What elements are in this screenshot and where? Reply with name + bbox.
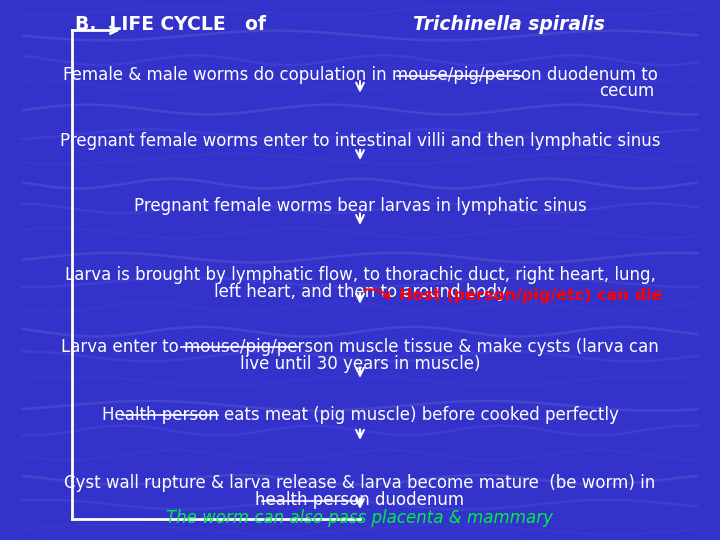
Text: left heart, and then to around body: left heart, and then to around body	[214, 283, 506, 301]
Text: live until 30 years in muscle): live until 30 years in muscle)	[240, 355, 480, 373]
Text: Trichinella spiralis: Trichinella spiralis	[413, 15, 605, 34]
Text: The worm can also pass placenta & mammary: The worm can also pass placenta & mammar…	[166, 509, 554, 526]
Text: health person duodenum: health person duodenum	[256, 491, 464, 509]
Text: Larva is brought by lymphatic flow, to thorachic duct, right heart, lung,: Larva is brought by lymphatic flow, to t…	[65, 266, 655, 284]
Text: Pregnant female worms bear larvas in lymphatic sinus: Pregnant female worms bear larvas in lym…	[134, 197, 586, 215]
Text: Larva enter to mouse/pig/person muscle tissue & make cysts (larva can: Larva enter to mouse/pig/person muscle t…	[61, 338, 659, 355]
Text: Host (person/pig/etc) can die: Host (person/pig/etc) can die	[400, 288, 663, 303]
Text: cecum: cecum	[600, 82, 654, 100]
Text: Pregnant female worms enter to intestinal villi and then lymphatic sinus: Pregnant female worms enter to intestina…	[60, 132, 660, 150]
Text: Health person eats meat (pig muscle) before cooked perfectly: Health person eats meat (pig muscle) bef…	[102, 406, 618, 424]
Text: Cyst wall rupture & larva release & larva become mature  (be worm) in: Cyst wall rupture & larva release & larv…	[64, 474, 656, 492]
Text: B.  LIFE CYCLE   of: B. LIFE CYCLE of	[76, 15, 286, 34]
Text: Female & male worms do copulation in mouse/pig/person duodenum to: Female & male worms do copulation in mou…	[63, 66, 657, 84]
